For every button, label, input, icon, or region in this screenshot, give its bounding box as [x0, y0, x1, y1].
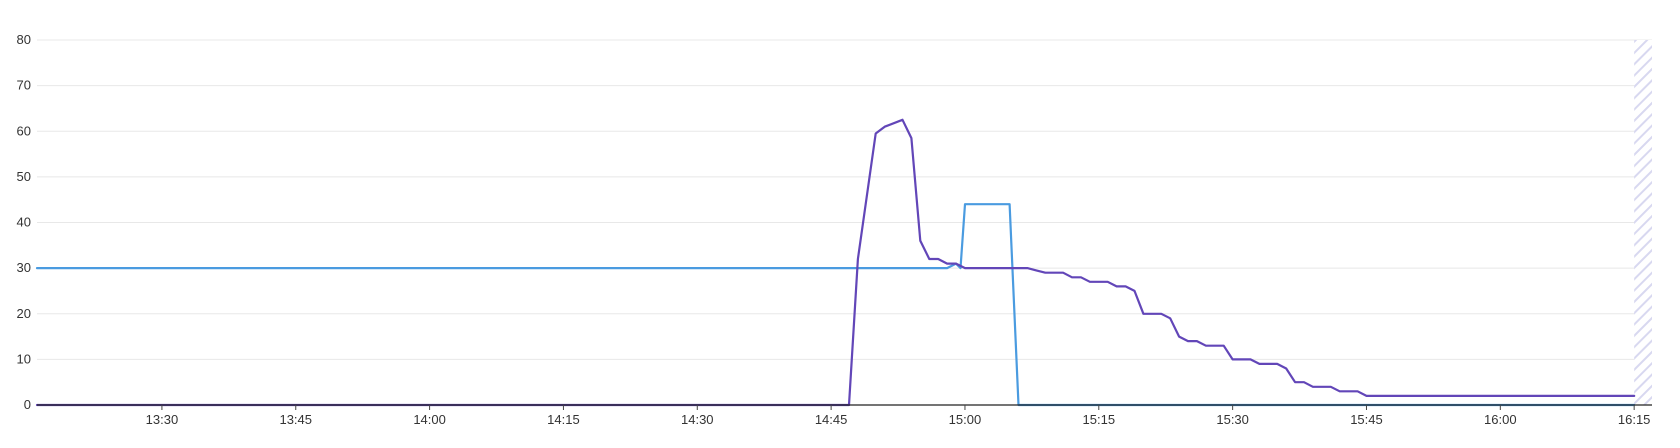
series-line-2	[35, 118, 1636, 407]
x-tick-label: 14:30	[681, 412, 714, 427]
x-tick-label: 16:00	[1484, 412, 1517, 427]
y-axis-ticks: 0 10 20 30 40 50 60 70 80	[17, 32, 31, 412]
y-tick-label: 20	[17, 306, 31, 321]
x-tick-label: 16:15	[1618, 412, 1651, 427]
x-tick-label: 15:15	[1083, 412, 1116, 427]
x-axis-ticks: 13:30 13:45 14:00 14:15 14:30 14:45 15:00 15:15…	[146, 405, 1651, 427]
x-tick-label: 13:30	[146, 412, 179, 427]
hatched-region	[1634, 40, 1652, 405]
series-lines	[35, 118, 1636, 407]
y-tick-label: 40	[17, 215, 31, 230]
y-tick-label: 30	[17, 260, 31, 275]
y-tick-label: 60	[17, 123, 31, 138]
x-tick-label: 15:30	[1216, 412, 1249, 427]
y-tick-label: 80	[17, 32, 31, 47]
x-tick-label: 15:45	[1350, 412, 1383, 427]
x-tick-label: 14:15	[547, 412, 580, 427]
y-tick-label: 0	[24, 397, 31, 412]
y-tick-label: 50	[17, 169, 31, 184]
gridlines	[37, 39, 1652, 360]
x-tick-label: 13:45	[279, 412, 312, 427]
y-tick-label: 70	[17, 78, 31, 93]
x-tick-label: 14:00	[413, 412, 446, 427]
x-tick-label: 14:45	[815, 412, 848, 427]
x-tick-label: 15:00	[949, 412, 982, 427]
series-line-1	[35, 203, 1636, 407]
y-tick-label: 10	[17, 351, 31, 366]
